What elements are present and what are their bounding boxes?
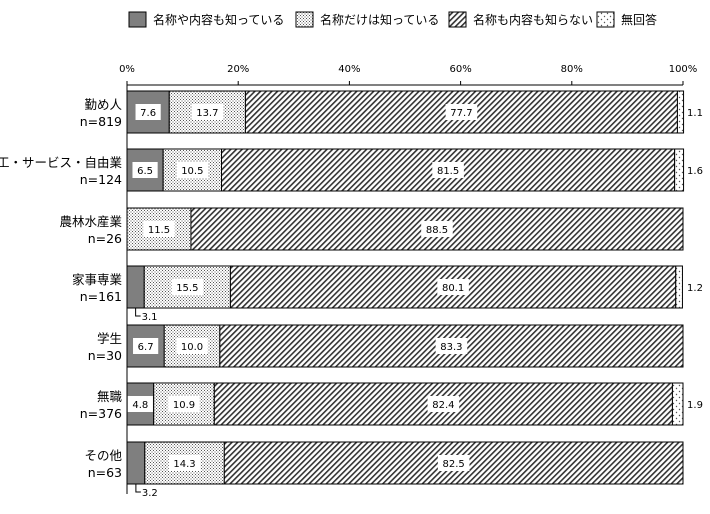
data-label: 10.5 (181, 166, 203, 177)
data-label: 1.2 (687, 283, 703, 294)
data-label: 88.5 (426, 225, 448, 236)
data-label-bg (437, 455, 470, 471)
data-label: 1.6 (687, 166, 703, 177)
category-label: 無職 (97, 389, 123, 404)
bars: 7.6 13.7 77.7 1.1 6.5 10.5 81.5 1.6 11.5 88.5 3.1 1… (126, 90, 703, 499)
x-tick-label: 100% (669, 64, 698, 75)
data-label-bg (168, 455, 201, 471)
legend-swatch (295, 11, 314, 28)
data-label: 13.7 (196, 108, 218, 119)
bar-segment (126, 441, 146, 485)
data-label: 81.5 (437, 166, 459, 177)
data-label-bg (427, 396, 460, 412)
category-label: 家事専業 (72, 272, 123, 287)
category-label: 勤め人 (84, 97, 122, 112)
data-label: 15.5 (176, 283, 198, 294)
data-label: 10.0 (181, 342, 203, 353)
x-tick-label: 20% (227, 64, 249, 75)
data-label-bg (133, 338, 159, 354)
data-label-bg (176, 338, 208, 354)
data-label-bg (437, 279, 469, 295)
data-label-bg (435, 338, 468, 354)
legend-label: 名称や内容も知っている (153, 12, 284, 27)
data-label: 6.7 (138, 342, 154, 353)
data-label: 6.5 (137, 166, 153, 177)
data-label: 1.1 (687, 108, 703, 119)
data-label: 11.5 (148, 225, 170, 236)
legend: 名称や内容も知っている 名称だけは知っている 名称も内容も知らない 無回答 (128, 11, 657, 28)
x-tick-label: 80% (561, 64, 583, 75)
data-label-bg (176, 162, 209, 178)
category-count: n=26 (88, 231, 122, 246)
x-tick-label: 40% (338, 64, 360, 75)
bar-segment (676, 90, 685, 134)
data-label-bg (445, 104, 478, 120)
legend-label: 名称だけは知っている (320, 12, 439, 27)
data-label: 83.3 (440, 342, 462, 353)
category-count: n=124 (80, 172, 122, 187)
data-label: 3.1 (142, 312, 158, 323)
category-label: 農林水産業 (59, 214, 122, 229)
x-tick-label: 60% (449, 64, 471, 75)
data-label-bg (127, 396, 153, 412)
data-label: 1.9 (687, 400, 703, 411)
data-label-bg (432, 162, 464, 178)
bar-segment (675, 265, 683, 309)
legend-swatch (128, 11, 147, 28)
bar-segment (671, 382, 684, 426)
x-tick-label: 0% (119, 64, 135, 75)
category-count: n=30 (88, 348, 122, 363)
legend-swatch (596, 11, 615, 28)
bar-segment (674, 148, 685, 192)
legend-label: 無回答 (621, 12, 657, 27)
category-count: n=63 (88, 465, 122, 480)
data-label: 3.2 (142, 488, 158, 499)
data-label-bg (132, 162, 158, 178)
category-count: n=161 (80, 289, 122, 304)
data-label-bg (168, 396, 200, 412)
data-label-bg (191, 104, 224, 120)
data-label: 80.1 (442, 283, 464, 294)
category-count: n=376 (80, 406, 122, 421)
category-label: 商工・サービス・自由業 (0, 155, 122, 170)
data-label: 14.3 (173, 459, 195, 470)
data-label-bg (171, 279, 204, 295)
legend-swatch (448, 11, 467, 28)
data-label: 4.8 (132, 400, 148, 411)
data-label: 82.4 (432, 400, 454, 411)
data-label: 7.6 (140, 108, 156, 119)
data-label: 77.7 (450, 108, 472, 119)
category-label: その他 (84, 448, 122, 463)
legend-label: 名称も内容も知らない (473, 12, 593, 27)
data-label: 82.5 (443, 459, 465, 470)
data-label-bg (421, 221, 453, 237)
data-label-bg (143, 221, 175, 237)
category-label: 学生 (97, 331, 122, 346)
data-label-bg (135, 104, 161, 120)
category-count: n=819 (80, 114, 122, 129)
category-labels: 勤め人 n=819 商工・サービス・自由業 n=124 農林水産業 n=26 家事専業 n=1… (0, 97, 122, 480)
callout-line (135, 484, 141, 493)
bar-segment (126, 265, 145, 309)
callout-line (135, 308, 141, 317)
data-label: 10.9 (173, 400, 195, 411)
